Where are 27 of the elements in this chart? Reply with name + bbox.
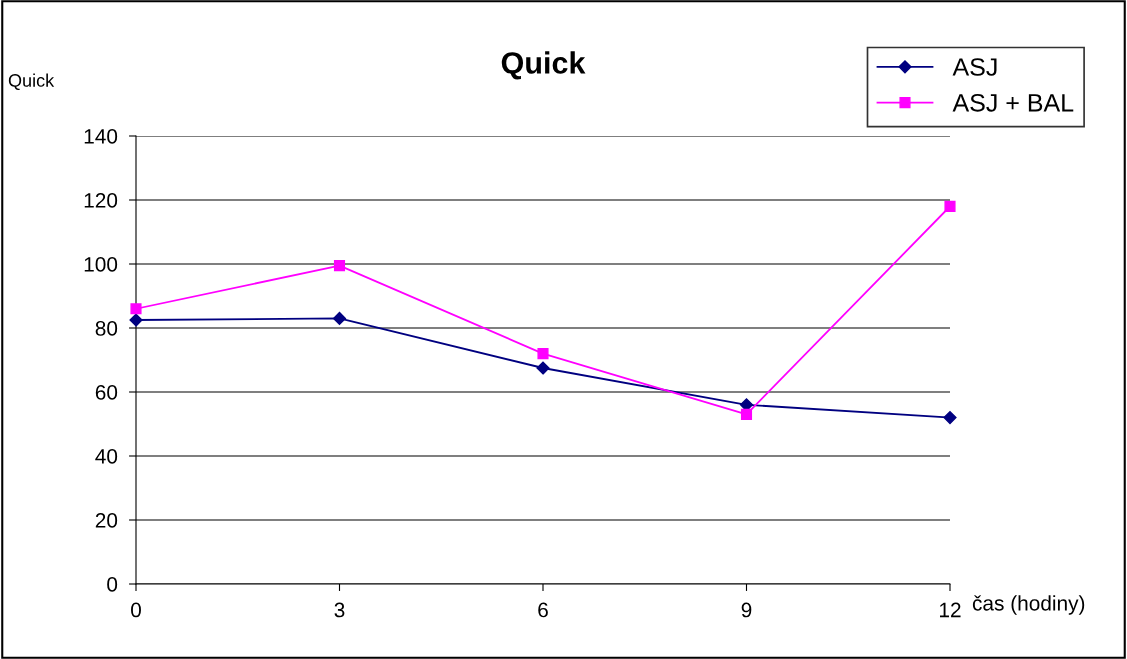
y-tick-label: 40 xyxy=(95,449,118,464)
y-tick-label: 60 xyxy=(95,385,118,400)
point xyxy=(740,408,753,420)
point xyxy=(129,313,143,327)
point xyxy=(536,361,550,375)
y-tick-label: 100 xyxy=(84,257,118,272)
legend-label: ASJ xyxy=(952,58,997,76)
point xyxy=(537,348,549,360)
point xyxy=(130,303,142,315)
y-tick-label: 80 xyxy=(95,321,118,336)
point xyxy=(333,260,346,272)
y-tick-label: 0 xyxy=(107,577,118,592)
chart-title: Quick xyxy=(501,51,586,80)
legend-label: ASJ + BAL xyxy=(952,93,1074,112)
point xyxy=(332,311,347,325)
x-tick-label: 3 xyxy=(334,602,345,618)
y-tick-label: 20 xyxy=(95,513,118,528)
y-tick-label: 120 xyxy=(84,193,118,208)
x-axis-title: čas (hodiny) xyxy=(972,595,1085,615)
y-tick-label: 140 xyxy=(84,129,118,144)
x-tick-label: 9 xyxy=(741,602,752,618)
point xyxy=(944,200,956,212)
point xyxy=(943,411,957,425)
x-tick-label: 12 xyxy=(940,602,961,618)
y-axis-title: Quick xyxy=(8,73,55,91)
x-tick-label: 0 xyxy=(131,602,141,618)
x-tick-label: 6 xyxy=(538,602,548,618)
